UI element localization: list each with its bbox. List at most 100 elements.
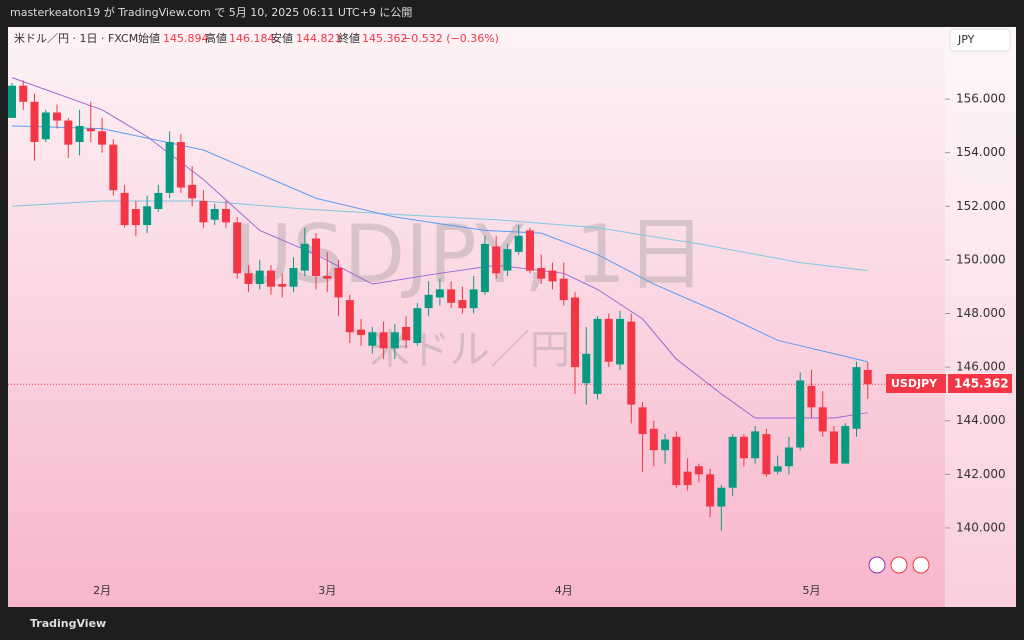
candle-body	[165, 141, 174, 193]
x-tick-label: 2月	[93, 584, 111, 597]
price-tag	[948, 374, 1012, 393]
legend: 米ドル／円 · 1日 · FXCM 始値 145.894 高値 146.184 …	[14, 31, 499, 45]
candle-body	[357, 329, 366, 335]
chart-area	[8, 27, 1016, 607]
open-value: 145.894	[163, 32, 209, 45]
candle-body	[424, 294, 433, 309]
ticker: USDJPY	[891, 377, 938, 390]
candle-body	[717, 487, 726, 507]
low-value: 144.821	[296, 32, 342, 45]
candle-body	[289, 267, 298, 287]
candle-body	[30, 101, 39, 142]
y-tick-label: 148.000	[956, 306, 1006, 320]
watermark-sub: 米ドル／円	[370, 327, 570, 373]
candle-body	[64, 120, 73, 145]
candle-body	[829, 431, 838, 464]
close-value: 145.362	[362, 32, 408, 45]
candle-body	[210, 208, 219, 220]
candle-body	[233, 222, 242, 274]
event-icon[interactable]	[912, 556, 930, 574]
candle-body	[86, 128, 95, 132]
y-tick-label: 142.000	[956, 467, 1006, 481]
y-tick-label: 140.000	[956, 520, 1006, 534]
plot: 140.000 142.000 144.000 146.000 148.000 150.0…	[8, 77, 1006, 597]
candle-body	[413, 308, 422, 343]
candle-body	[694, 466, 703, 475]
candle-body	[514, 235, 523, 252]
ticker-tag	[886, 374, 946, 393]
candle-body	[19, 85, 28, 102]
currency[interactable]: JPY	[957, 33, 975, 46]
close-label: 終値	[338, 31, 360, 45]
high-value: 146.184	[229, 32, 275, 45]
candle-body	[762, 434, 771, 475]
candle-body	[616, 318, 625, 365]
open-label: 始値	[138, 31, 160, 45]
candle-body	[390, 332, 399, 349]
candle-body	[199, 200, 208, 223]
candle-body	[841, 426, 850, 464]
candle-body	[255, 270, 264, 285]
event-icon[interactable]	[890, 556, 908, 574]
candle-body	[176, 141, 185, 188]
candle-body	[221, 208, 230, 223]
candle-body	[480, 243, 489, 293]
candle-body	[41, 112, 50, 140]
candle-body	[548, 270, 557, 282]
x-tick-label: 4月	[555, 584, 573, 597]
last-price: 145.362	[954, 377, 1009, 391]
candle-body	[379, 332, 388, 349]
high-label: 高値	[205, 31, 227, 45]
candle-body	[728, 436, 737, 488]
currency-button[interactable]	[949, 28, 1011, 52]
moving-average	[11, 200, 868, 272]
y-tick-label: 154.000	[956, 145, 1006, 159]
candle-body	[672, 436, 681, 486]
candle-body	[492, 246, 501, 274]
candle-body	[571, 297, 579, 368]
moving-average	[11, 125, 868, 363]
candle-body	[469, 289, 478, 309]
candle-body	[278, 284, 287, 287]
candle-body	[773, 466, 782, 472]
candle-body	[796, 380, 805, 448]
y-tick-label: 150.000	[956, 252, 1006, 266]
event-icon[interactable]	[868, 556, 886, 574]
y-tick-label: 152.000	[956, 199, 1006, 213]
candle-body	[784, 447, 793, 467]
y-tick-label: 156.000	[956, 92, 1006, 106]
candle-body	[649, 428, 658, 451]
candle-body	[537, 267, 546, 279]
candle-body	[638, 407, 647, 435]
candle-body	[154, 192, 163, 209]
candle-body	[683, 471, 692, 486]
candle-body	[334, 267, 343, 298]
candle-body	[503, 249, 512, 271]
candle-body	[751, 431, 760, 459]
candle-body	[109, 144, 118, 191]
y-tick-label: 144.000	[956, 413, 1006, 427]
x-tick-label: 3月	[318, 584, 336, 597]
candle-body	[525, 230, 534, 271]
candle-body	[8, 85, 16, 118]
x-tick-label: 5月	[802, 584, 820, 597]
candle-body	[143, 206, 152, 226]
candle-body	[807, 385, 816, 408]
candle-body	[661, 439, 670, 451]
footer-brand: TradingView	[30, 617, 106, 630]
candle-body	[593, 318, 602, 394]
candle-body	[345, 300, 354, 333]
candle-body	[818, 407, 827, 432]
candle-body	[300, 243, 309, 271]
candle-body	[53, 112, 62, 121]
candle-body	[706, 474, 715, 507]
candle-body	[266, 270, 275, 287]
candle-body	[402, 326, 411, 341]
candle-body	[627, 321, 636, 405]
candle-body	[244, 273, 253, 285]
candle-body	[75, 125, 84, 142]
candle-body	[120, 192, 129, 226]
publisher: masterkeaton19 が TradingView.com で 5月 10…	[10, 5, 412, 19]
price-axis	[945, 27, 1016, 607]
